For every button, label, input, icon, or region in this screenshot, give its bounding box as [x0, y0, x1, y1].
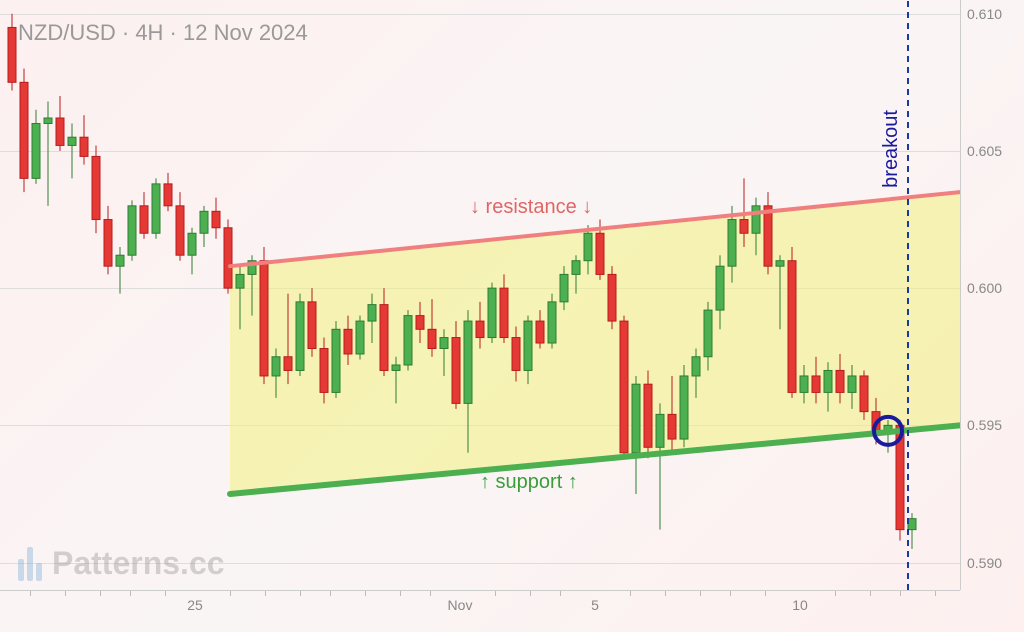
x-tick-label: Nov [448, 597, 473, 613]
x-tick-label: 25 [187, 597, 203, 613]
support-label: ↑ support ↑ [480, 471, 578, 494]
y-tick-label: 0.610 [967, 6, 1002, 22]
x-tick-label: 5 [591, 597, 599, 613]
chart-title: NZD/USD · 4H · 12 Nov 2024 [18, 20, 308, 46]
y-tick-label: 0.595 [967, 417, 1002, 433]
y-tick-label: 0.605 [967, 143, 1002, 159]
candlestick-icon [18, 547, 42, 581]
y-tick-label: 0.590 [967, 555, 1002, 571]
chart-plot-area [0, 0, 960, 590]
watermark-text: Patterns.cc [52, 545, 225, 582]
x-axis: 25 Nov 5 10 [0, 590, 960, 632]
resistance-label: ↓ resistance ↓ [470, 196, 592, 219]
x-tick-label: 10 [792, 597, 808, 613]
y-tick-label: 0.600 [967, 280, 1002, 296]
chart-svg [0, 0, 960, 590]
y-axis: 0.610 0.605 0.600 0.595 0.590 [960, 0, 1024, 590]
breakout-label: breakout [880, 110, 903, 188]
watermark: Patterns.cc [18, 545, 225, 582]
